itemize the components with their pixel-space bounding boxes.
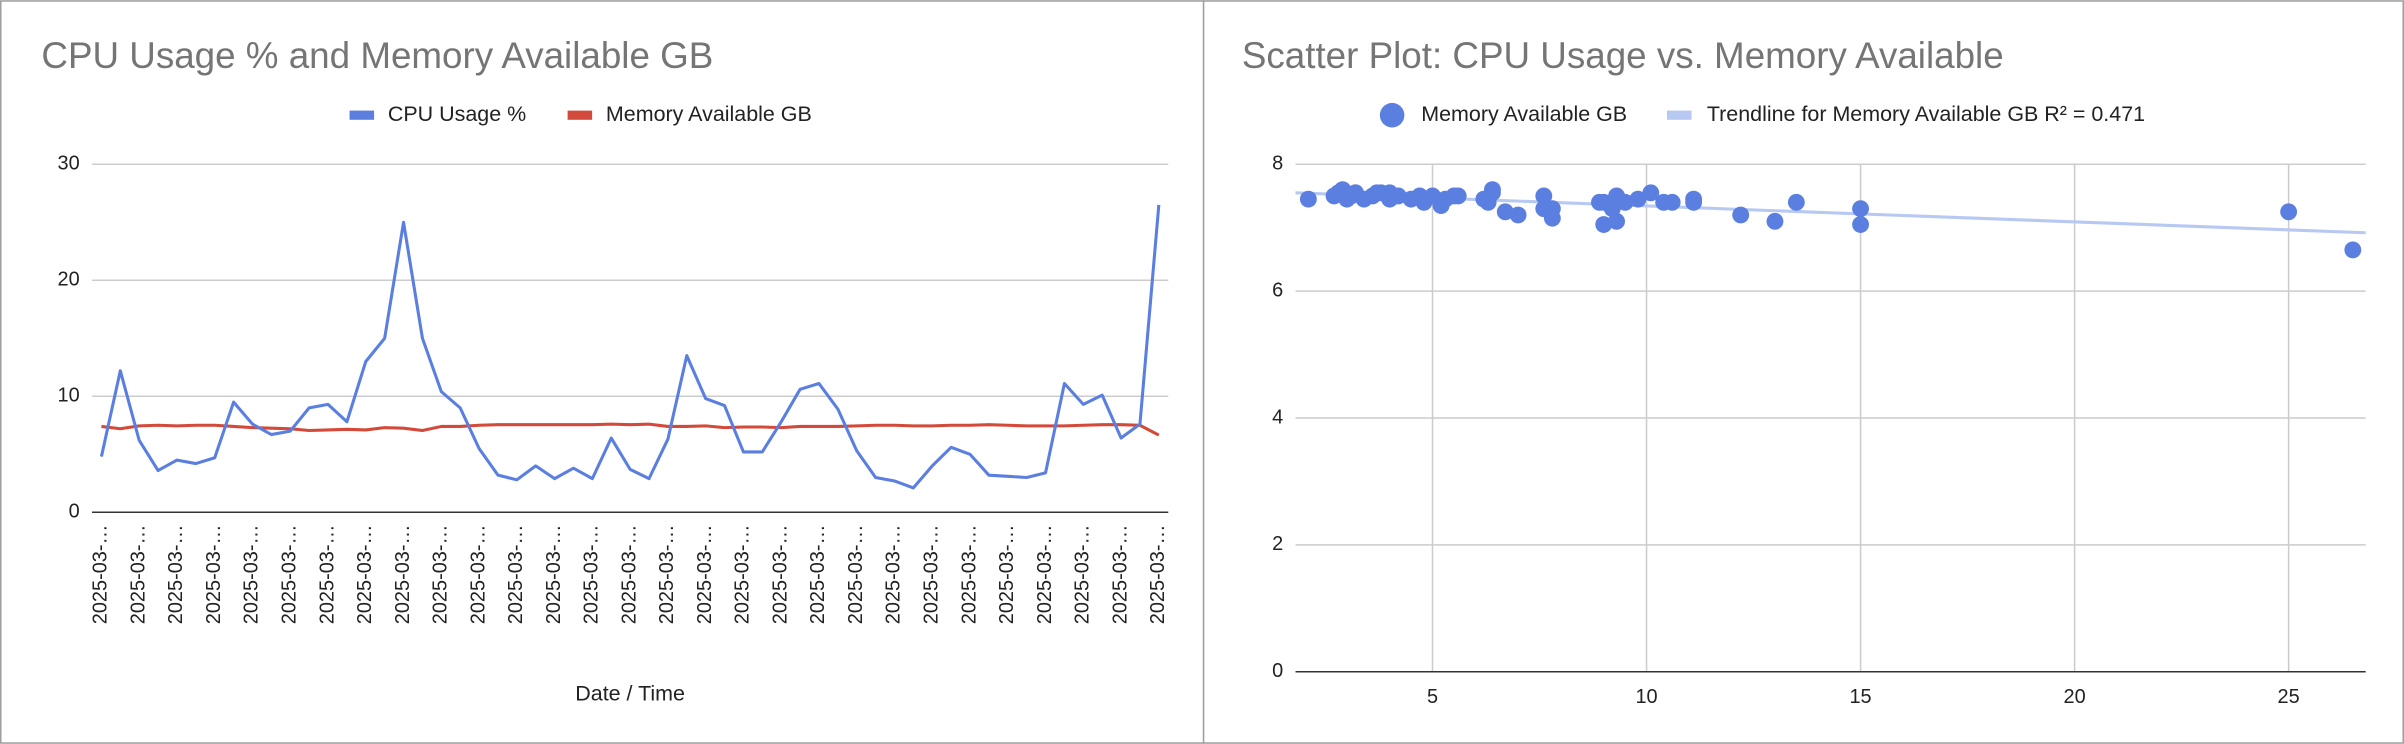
legend-swatch bbox=[567, 110, 593, 120]
scatter-point bbox=[1608, 187, 1625, 205]
x-tick-label: 2025-03-… bbox=[1147, 525, 1169, 625]
scatter-point bbox=[2280, 203, 2298, 221]
scatter-point bbox=[1608, 212, 1625, 230]
x-tick-label: 2025-03-… bbox=[1034, 525, 1056, 625]
y-tick-label: 6 bbox=[1272, 279, 1283, 301]
scatter-point bbox=[1381, 190, 1399, 208]
y-tick-label: 20 bbox=[58, 269, 80, 291]
legend-label: CPU Usage % bbox=[388, 102, 526, 126]
x-tick-label: 2025-03-… bbox=[694, 525, 716, 625]
x-tick-label: 2025-03-… bbox=[769, 525, 791, 625]
x-tick-label: 2025-03-… bbox=[581, 525, 603, 625]
y-tick-label: 0 bbox=[1272, 660, 1283, 682]
scatter-point bbox=[1852, 216, 1869, 233]
y-tick-label: 10 bbox=[58, 385, 80, 407]
x-tick-label: 2025-03-… bbox=[618, 525, 640, 625]
legend-label: Memory Available GB bbox=[606, 102, 812, 126]
scatter-point bbox=[1449, 187, 1467, 205]
y-tick-label: 0 bbox=[69, 501, 80, 523]
x-tick-label: 2025-03-… bbox=[656, 525, 678, 625]
scatter-point bbox=[1591, 193, 1608, 211]
x-tick-label: 10 bbox=[1635, 686, 1657, 708]
scatter-point bbox=[1355, 190, 1373, 208]
x-tick-label: 2025-03-… bbox=[392, 525, 414, 625]
x-tick-label: 2025-03-… bbox=[543, 525, 565, 625]
scatter-point bbox=[1411, 187, 1429, 205]
x-tick-label: 2025-03-… bbox=[996, 525, 1018, 625]
x-tick-label: 2025-03-… bbox=[241, 525, 263, 625]
x-tick-label: 2025-03-… bbox=[958, 525, 980, 625]
scatter-point bbox=[1509, 206, 1527, 224]
scatter-point bbox=[1325, 187, 1343, 205]
scatter-point bbox=[1766, 212, 1784, 230]
x-tick-label: 2025-03-… bbox=[845, 525, 867, 625]
legend-swatch bbox=[349, 110, 375, 120]
x-tick-label: 2025-03-… bbox=[430, 525, 452, 625]
x-tick-label: 2025-03-… bbox=[203, 525, 225, 625]
y-tick-label: 8 bbox=[1272, 153, 1283, 175]
scatter-point bbox=[1595, 216, 1613, 233]
x-tick-label: 5 bbox=[1427, 686, 1438, 708]
x-axis-title: Date / Time bbox=[575, 681, 685, 705]
x-tick-label: 2025-03-… bbox=[921, 525, 943, 625]
x-tick-label: 2025-03-… bbox=[354, 525, 376, 625]
x-tick-label: 2025-03-… bbox=[165, 525, 187, 625]
scatter-point bbox=[1424, 187, 1441, 205]
scatter-point bbox=[1642, 184, 1660, 202]
x-tick-label: 20 bbox=[2064, 686, 2086, 708]
scatter-point bbox=[1299, 190, 1317, 208]
scatter-point bbox=[1535, 187, 1553, 205]
chart-title: CPU Usage % and Memory Available GB bbox=[41, 35, 713, 76]
x-tick-label: 2025-03-… bbox=[279, 525, 301, 625]
legend-label: Trendline for Memory Available GB R² = 0… bbox=[1707, 102, 2145, 126]
x-tick-label: 2025-03-… bbox=[807, 525, 829, 625]
scatter-point bbox=[1543, 200, 1561, 218]
scatter-point bbox=[1338, 190, 1356, 208]
y-tick-label: 30 bbox=[58, 153, 80, 175]
scatter-point bbox=[1436, 190, 1454, 208]
y-tick-label: 2 bbox=[1272, 533, 1283, 555]
x-tick-label: 2025-03-… bbox=[467, 525, 489, 625]
scatter-point bbox=[1663, 193, 1681, 211]
scatter-point bbox=[1732, 206, 1750, 224]
scatter-point bbox=[1629, 190, 1647, 208]
chart-title: Scatter Plot: CPU Usage vs. Memory Avail… bbox=[1242, 35, 2004, 76]
x-tick-label: 2025-03-… bbox=[316, 525, 338, 625]
scatter-point bbox=[2344, 241, 2362, 259]
x-tick-label: 2025-03-… bbox=[883, 525, 905, 625]
x-tick-label: 2025-03-… bbox=[1072, 525, 1094, 625]
data-line bbox=[101, 422, 1160, 437]
scatter-point bbox=[1852, 200, 1869, 218]
scatter-point bbox=[1685, 190, 1703, 208]
legend-swatch bbox=[1379, 102, 1405, 128]
scatter-point bbox=[1483, 184, 1501, 202]
x-tick-label: 2025-03-… bbox=[732, 525, 754, 625]
scatter-point bbox=[1787, 193, 1805, 211]
x-tick-label: 2025-03-… bbox=[127, 525, 149, 625]
x-tick-label: 2025-03-… bbox=[505, 525, 527, 625]
x-tick-label: 2025-03-… bbox=[1109, 525, 1131, 625]
y-tick-label: 4 bbox=[1272, 406, 1283, 428]
legend-swatch bbox=[1666, 110, 1692, 120]
x-tick-label: 15 bbox=[1849, 686, 1871, 708]
trendline bbox=[1295, 191, 2366, 235]
x-tick-label: 25 bbox=[2278, 686, 2300, 708]
x-tick-label: 2025-03-… bbox=[90, 525, 112, 625]
data-line bbox=[99, 204, 1161, 490]
legend-label: Memory Available GB bbox=[1421, 102, 1627, 126]
scatter-point bbox=[1496, 203, 1514, 221]
scatter-point bbox=[1368, 184, 1386, 202]
scatter-point bbox=[1603, 200, 1621, 218]
